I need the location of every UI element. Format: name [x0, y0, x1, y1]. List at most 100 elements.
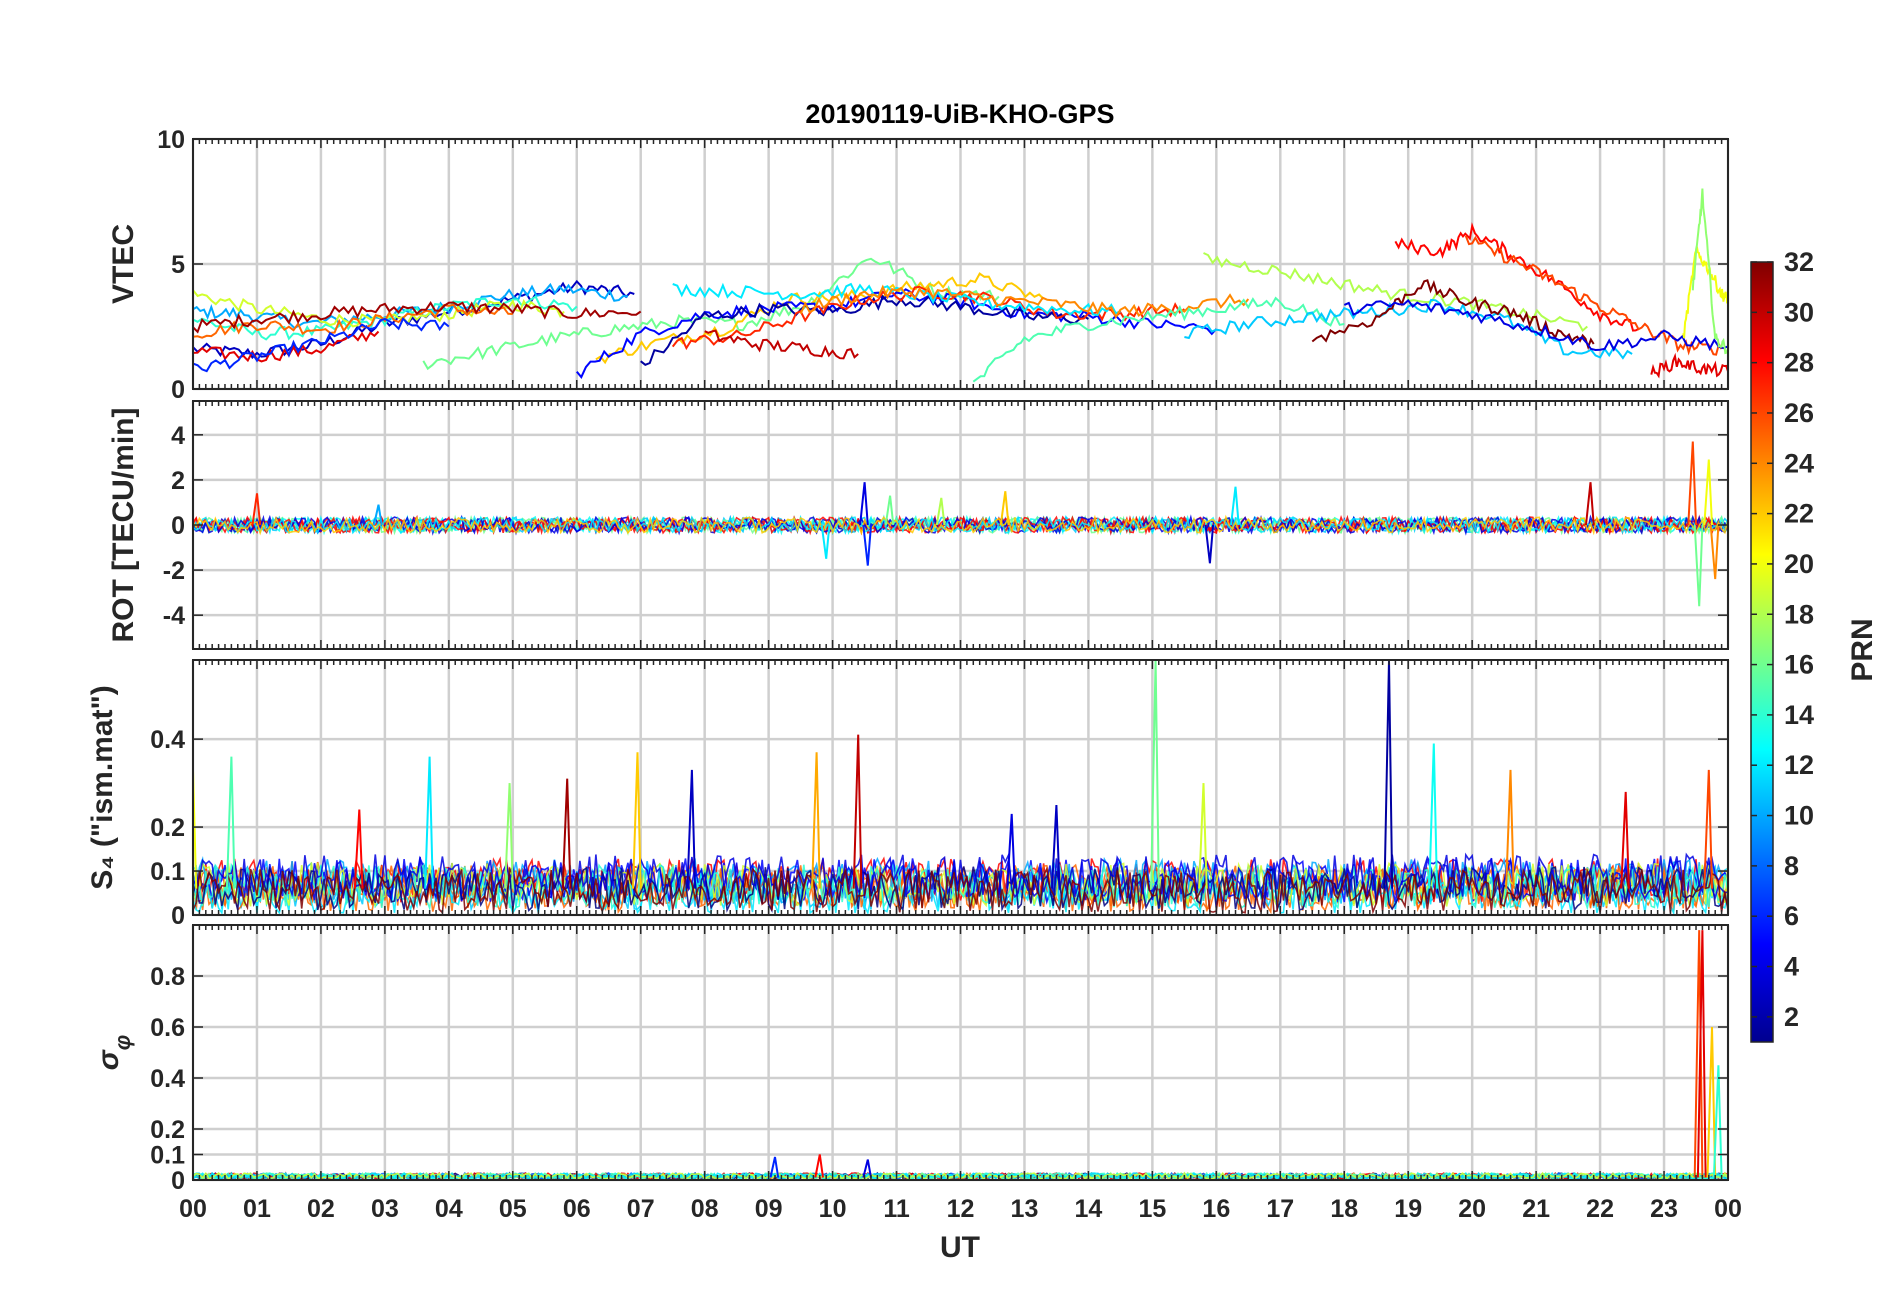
vtec-line-prn-6: [193, 316, 450, 373]
s4-peak: [1198, 783, 1208, 889]
x-tick-label: 02: [307, 1195, 335, 1223]
y-tick-label: 0.8: [150, 963, 185, 991]
rot-peak: [999, 491, 1010, 526]
rot-peak: [1230, 486, 1240, 526]
vtec-line-prn-30: [704, 329, 859, 360]
colorbar-tick-label: 22: [1784, 499, 1814, 529]
s4-trace: [193, 855, 1728, 905]
rot-peak: [859, 482, 869, 526]
vtec-line-prn-25: [193, 303, 513, 339]
y-tick-label: 0.6: [150, 1014, 185, 1042]
x-tick-label: 17: [1266, 1195, 1294, 1223]
y-axis-label-s4: S₄ ("ism.mat"): [86, 685, 119, 889]
s4-peak: [1051, 805, 1061, 889]
s4-peak: [852, 734, 863, 889]
s4-trace: [193, 866, 1728, 915]
x-tick-label: 08: [691, 1195, 719, 1223]
ticks-vtec: [192, 138, 1729, 390]
y-tick-label: 0: [171, 512, 185, 540]
x-tick-label: 16: [1202, 1195, 1230, 1223]
rot-peak: [251, 493, 262, 526]
x-tick-label: 07: [627, 1195, 655, 1223]
s4-peak: [353, 809, 364, 889]
y-tick-label: 0.2: [150, 1116, 185, 1144]
y-tick-label: 0.1: [150, 858, 185, 886]
s4-peak: [504, 783, 514, 889]
sigphi-peak: [814, 1154, 824, 1178]
sigphi-peak: [1706, 1026, 1717, 1178]
colorbar-gradient: [1750, 261, 1774, 1043]
rot-trace: [193, 514, 1728, 537]
s4-peak: [1006, 813, 1016, 889]
vtec-line-prn-26: [1464, 235, 1723, 356]
y-axis-label-sigphi: σφ: [92, 1035, 135, 1070]
series-vtec: [193, 188, 1728, 383]
vtec-line-prn-17: [1691, 188, 1728, 355]
rot-peak: [373, 504, 383, 526]
y-tick-label: 4: [171, 422, 185, 450]
x-tick-label: 20: [1458, 1195, 1486, 1223]
vtec-line-prn-3: [193, 279, 635, 360]
y-tick-label: -4: [163, 602, 185, 630]
vtec-line-prn-2: [640, 294, 1089, 366]
colorbar-tick-label: 30: [1784, 297, 1814, 327]
x-tick-label: 05: [499, 1195, 527, 1223]
colorbar-tick-label: 26: [1784, 398, 1814, 428]
s4-peak: [1620, 791, 1630, 889]
x-tick-label: 19: [1394, 1195, 1422, 1223]
y-tick-label: 0.4: [150, 1065, 185, 1093]
y-axis-label-rot: ROT [TECU/min]: [107, 408, 140, 643]
rot-peak: [1693, 524, 1704, 607]
rot-trace: [193, 514, 1728, 536]
y-tick-label: 10: [157, 126, 185, 154]
y-axis-label-vtec: VTEC: [107, 224, 140, 304]
y-tick-label: 0.4: [150, 726, 185, 754]
x-tick-label: 06: [563, 1195, 591, 1223]
colorbar-tick-label: 16: [1784, 650, 1814, 680]
colorbar-tick-label: 10: [1784, 801, 1814, 831]
y-tick-label: 0: [171, 902, 185, 930]
s4-peak: [632, 752, 642, 889]
y-tick-label: -2: [163, 557, 185, 585]
colorbar-tick-label: 6: [1784, 901, 1799, 931]
colorbar-tick-label: 28: [1784, 348, 1814, 378]
s4-peak: [424, 756, 434, 889]
x-axis-label: UT: [940, 1231, 980, 1264]
colorbar-tick-label: 32: [1784, 247, 1814, 277]
ticks-sigphi: [192, 925, 1729, 1181]
vtec-line-prn-15: [972, 296, 1345, 383]
x-tick-label: 13: [1011, 1195, 1039, 1223]
panel-s4: 0 0.1 0.2 0.4 S₄ ("ism.mat"): [86, 659, 1730, 930]
colorbar-tick-label: 8: [1784, 851, 1799, 881]
s4-peak: [1505, 769, 1515, 889]
s4-peak: [193, 769, 198, 889]
vtec-line-prn-28: [1394, 222, 1639, 332]
x-tick-label: 01: [243, 1195, 271, 1223]
y-tick-label: 0.2: [150, 814, 185, 842]
panel-sigphi: 00.10.2 0.4 0.6 0.8 σφ: [92, 924, 1730, 1195]
rot-peak: [884, 495, 895, 526]
sigphi-peak: [862, 1159, 872, 1178]
vtec-line-prn-4: [1343, 298, 1728, 352]
rot-peak: [935, 497, 946, 526]
rot-peak: [1703, 459, 1713, 526]
x-tick-label: 21: [1522, 1195, 1550, 1223]
x-tick-label: 04: [435, 1195, 463, 1223]
vtec-line-prn-16: [422, 257, 1000, 371]
x-tick-label: 12: [947, 1195, 975, 1223]
rot-peak: [1204, 524, 1215, 564]
colorbar-tick-label: 12: [1784, 750, 1814, 780]
rot-trace: [193, 514, 1728, 536]
sigphi-peak: [769, 1156, 780, 1178]
series-rot: [193, 441, 1728, 607]
panel-vtec: 0 5 10 VTEC: [107, 126, 1730, 404]
s4-peak: [225, 756, 236, 889]
vtec-line-prn-12: [672, 282, 1121, 317]
colorbar-tick-label: 14: [1784, 700, 1814, 730]
x-tick-label: 14: [1075, 1195, 1103, 1223]
y-tick-label: 0: [171, 376, 185, 404]
vtec-line-prn-22: [595, 272, 1045, 365]
y-tick-label: 5: [171, 251, 185, 279]
